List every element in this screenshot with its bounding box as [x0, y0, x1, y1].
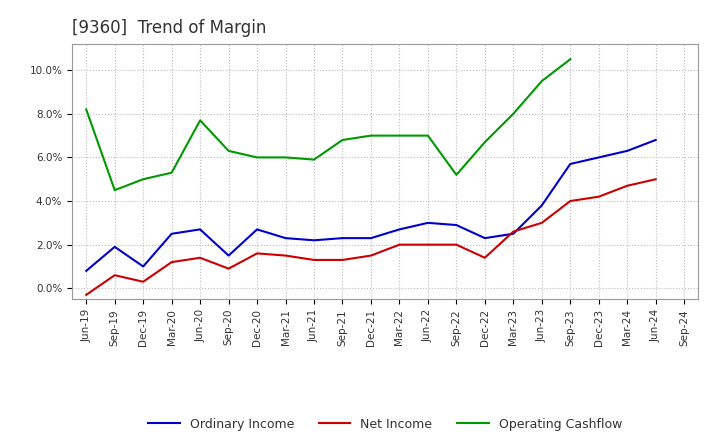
Ordinary Income — [282, 235, 290, 241]
Line: Net Income: Net Income — [86, 179, 656, 295]
Operating Cashflow — [338, 137, 347, 143]
Operating Cashflow — [366, 133, 375, 138]
Net Income — [338, 257, 347, 263]
Net Income — [282, 253, 290, 258]
Ordinary Income — [310, 238, 318, 243]
Ordinary Income — [423, 220, 432, 225]
Net Income — [623, 183, 631, 188]
Net Income — [452, 242, 461, 247]
Ordinary Income — [366, 235, 375, 241]
Operating Cashflow — [110, 187, 119, 193]
Ordinary Income — [167, 231, 176, 236]
Operating Cashflow — [253, 155, 261, 160]
Operating Cashflow — [310, 157, 318, 162]
Operating Cashflow — [537, 78, 546, 84]
Net Income — [595, 194, 603, 199]
Ordinary Income — [139, 264, 148, 269]
Operating Cashflow — [139, 176, 148, 182]
Operating Cashflow — [225, 148, 233, 154]
Ordinary Income — [225, 253, 233, 258]
Net Income — [167, 260, 176, 265]
Ordinary Income — [110, 244, 119, 249]
Operating Cashflow — [282, 155, 290, 160]
Net Income — [566, 198, 575, 204]
Net Income — [225, 266, 233, 271]
Operating Cashflow — [167, 170, 176, 175]
Legend: Ordinary Income, Net Income, Operating Cashflow: Ordinary Income, Net Income, Operating C… — [143, 413, 627, 436]
Operating Cashflow — [423, 133, 432, 138]
Ordinary Income — [338, 235, 347, 241]
Ordinary Income — [509, 231, 518, 236]
Operating Cashflow — [566, 57, 575, 62]
Ordinary Income — [452, 222, 461, 227]
Net Income — [82, 292, 91, 297]
Operating Cashflow — [395, 133, 404, 138]
Ordinary Income — [480, 235, 489, 241]
Ordinary Income — [395, 227, 404, 232]
Ordinary Income — [623, 148, 631, 154]
Operating Cashflow — [509, 111, 518, 117]
Ordinary Income — [537, 203, 546, 208]
Ordinary Income — [566, 161, 575, 167]
Net Income — [509, 229, 518, 234]
Text: [9360]  Trend of Margin: [9360] Trend of Margin — [72, 19, 266, 37]
Net Income — [537, 220, 546, 225]
Ordinary Income — [595, 155, 603, 160]
Net Income — [253, 251, 261, 256]
Line: Operating Cashflow: Operating Cashflow — [86, 59, 570, 190]
Ordinary Income — [196, 227, 204, 232]
Ordinary Income — [82, 268, 91, 274]
Net Income — [110, 272, 119, 278]
Net Income — [480, 255, 489, 260]
Net Income — [395, 242, 404, 247]
Operating Cashflow — [196, 118, 204, 123]
Net Income — [139, 279, 148, 284]
Net Income — [310, 257, 318, 263]
Operating Cashflow — [452, 172, 461, 177]
Net Income — [196, 255, 204, 260]
Ordinary Income — [652, 137, 660, 143]
Ordinary Income — [253, 227, 261, 232]
Operating Cashflow — [480, 139, 489, 145]
Line: Ordinary Income: Ordinary Income — [86, 140, 656, 271]
Operating Cashflow — [82, 107, 91, 112]
Net Income — [366, 253, 375, 258]
Net Income — [652, 176, 660, 182]
Net Income — [423, 242, 432, 247]
